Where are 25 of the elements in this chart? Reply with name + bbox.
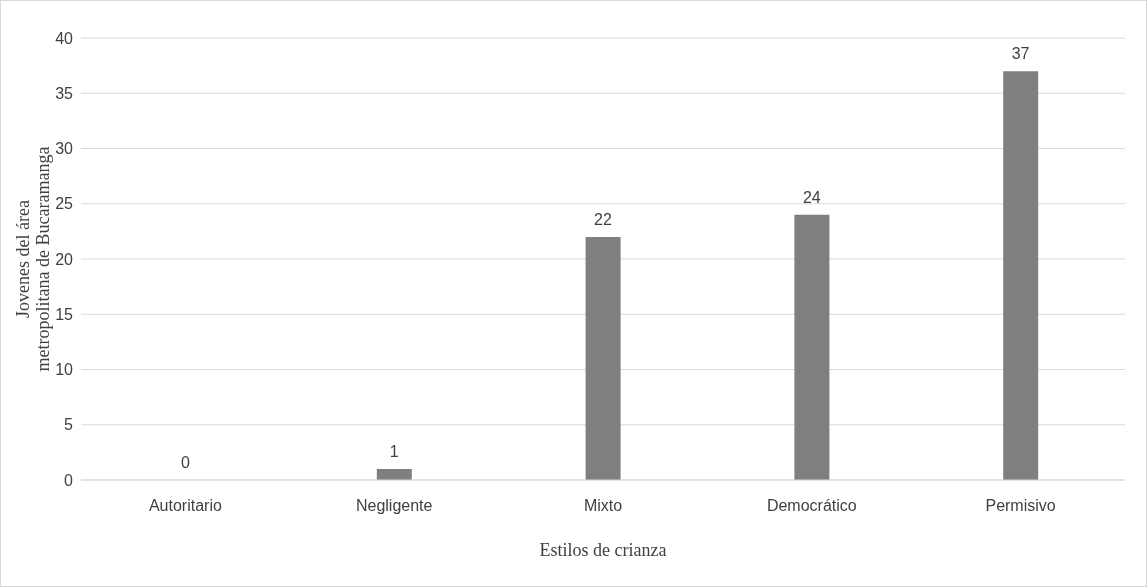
bar <box>376 468 412 480</box>
x-tick-label: Autoritario <box>148 497 222 515</box>
data-label: 24 <box>802 188 821 206</box>
bar <box>585 236 621 480</box>
y-tick-label: 15 <box>55 305 74 323</box>
data-label: 1 <box>389 442 399 460</box>
data-label: 37 <box>1011 45 1030 63</box>
x-axis-title: Estilos de crianza <box>539 540 667 560</box>
data-label: 0 <box>180 454 190 471</box>
x-tick-label: Mixto <box>583 497 623 515</box>
y-tick-label: 20 <box>55 250 74 268</box>
x-tick-label: Permisivo <box>985 497 1056 515</box>
data-label: 22 <box>594 210 612 228</box>
y-tick-label: 25 <box>55 195 74 213</box>
bar <box>794 214 830 480</box>
y-tick-label: 30 <box>55 140 74 158</box>
bar <box>1003 71 1039 480</box>
x-tick-label: Democrático <box>766 497 857 515</box>
y-axis-title: Jovenes del área metropolitana de Bucaramanga <box>13 146 53 372</box>
y-tick-label: 35 <box>55 84 74 102</box>
x-tick-label: Negligente <box>355 497 433 515</box>
y-tick-label: 40 <box>55 29 74 47</box>
y-tick-label: 10 <box>55 361 74 379</box>
y-tick-label: 0 <box>64 471 74 489</box>
y-tick-label: 5 <box>64 416 74 434</box>
